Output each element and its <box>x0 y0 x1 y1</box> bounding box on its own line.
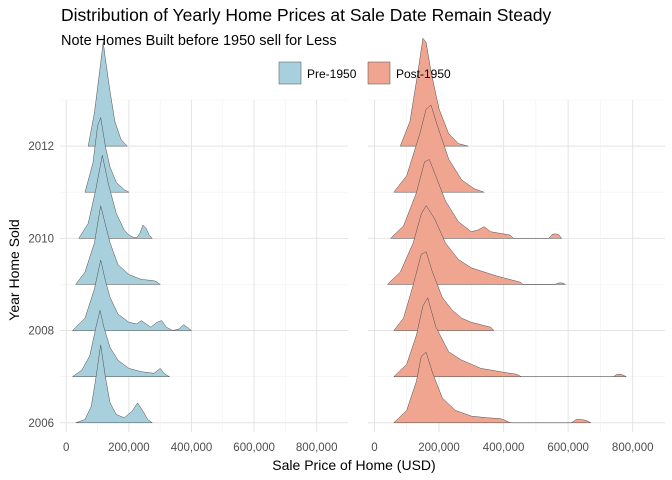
y-axis-ticks: 2006 2008 2010 2012 <box>28 141 54 430</box>
ridge-pre-1950-2008 <box>72 259 192 331</box>
x-tick-label: 800,000 <box>296 442 338 454</box>
grid <box>60 99 665 432</box>
ridge-post-1950-2008 <box>393 251 495 331</box>
ridge-post-1950-2011 <box>393 104 485 193</box>
x-tick-label: 800,000 <box>612 442 654 454</box>
ridge-post-1950-2006 <box>393 351 592 424</box>
x-axis-ticks: 0 200,000 400,000 600,000 800,000 0 200,000 400… <box>63 442 653 454</box>
x-tick-label: 0 <box>63 442 69 454</box>
x-tick-label: 600,000 <box>233 442 275 454</box>
x-tick-label: 400,000 <box>483 442 525 454</box>
ridge-post-1950-2007 <box>393 297 627 377</box>
ridge-pre-1950-2009 <box>75 205 161 285</box>
y-tick-label: 2012 <box>28 141 54 153</box>
x-tick-label: 400,000 <box>171 442 213 454</box>
ridges <box>72 37 627 424</box>
x-axis-title: Sale Price of Home (USD) <box>272 457 435 473</box>
y-axis-title: Year Home Sold <box>6 219 22 320</box>
ridge-post-1950-2009 <box>387 205 566 285</box>
ridge-pre-1950-2007 <box>72 310 170 377</box>
y-tick-label: 2008 <box>28 326 54 338</box>
x-tick-label: 200,000 <box>418 442 460 454</box>
legend-key-post-1950 <box>367 61 391 85</box>
ridge-pre-1950-2011 <box>84 117 130 193</box>
ridge-pre-1950-2010 <box>78 155 153 239</box>
ridge-pre-1950-2006 <box>75 344 153 424</box>
x-tick-label: 600,000 <box>547 442 589 454</box>
legend-key-pre-1950 <box>278 61 302 85</box>
legend-label-pre-1950: Pre-1950 <box>307 67 357 81</box>
ridge-post-1950-2012 <box>400 37 469 147</box>
x-tick-label: 0 <box>371 442 377 454</box>
y-tick-label: 2010 <box>28 233 54 245</box>
chart-title: Distribution of Yearly Home Prices at Sa… <box>61 5 552 25</box>
y-tick-label: 2006 <box>28 418 54 430</box>
ridge-pre-1950-2012 <box>87 42 128 147</box>
x-tick-label: 200,000 <box>108 442 150 454</box>
legend-label-post-1950: Post-1950 <box>396 67 451 81</box>
chart-subtitle: Note Homes Built before 1950 sell for Le… <box>61 33 337 49</box>
legend: Pre-1950 Post-1950 <box>278 61 451 85</box>
